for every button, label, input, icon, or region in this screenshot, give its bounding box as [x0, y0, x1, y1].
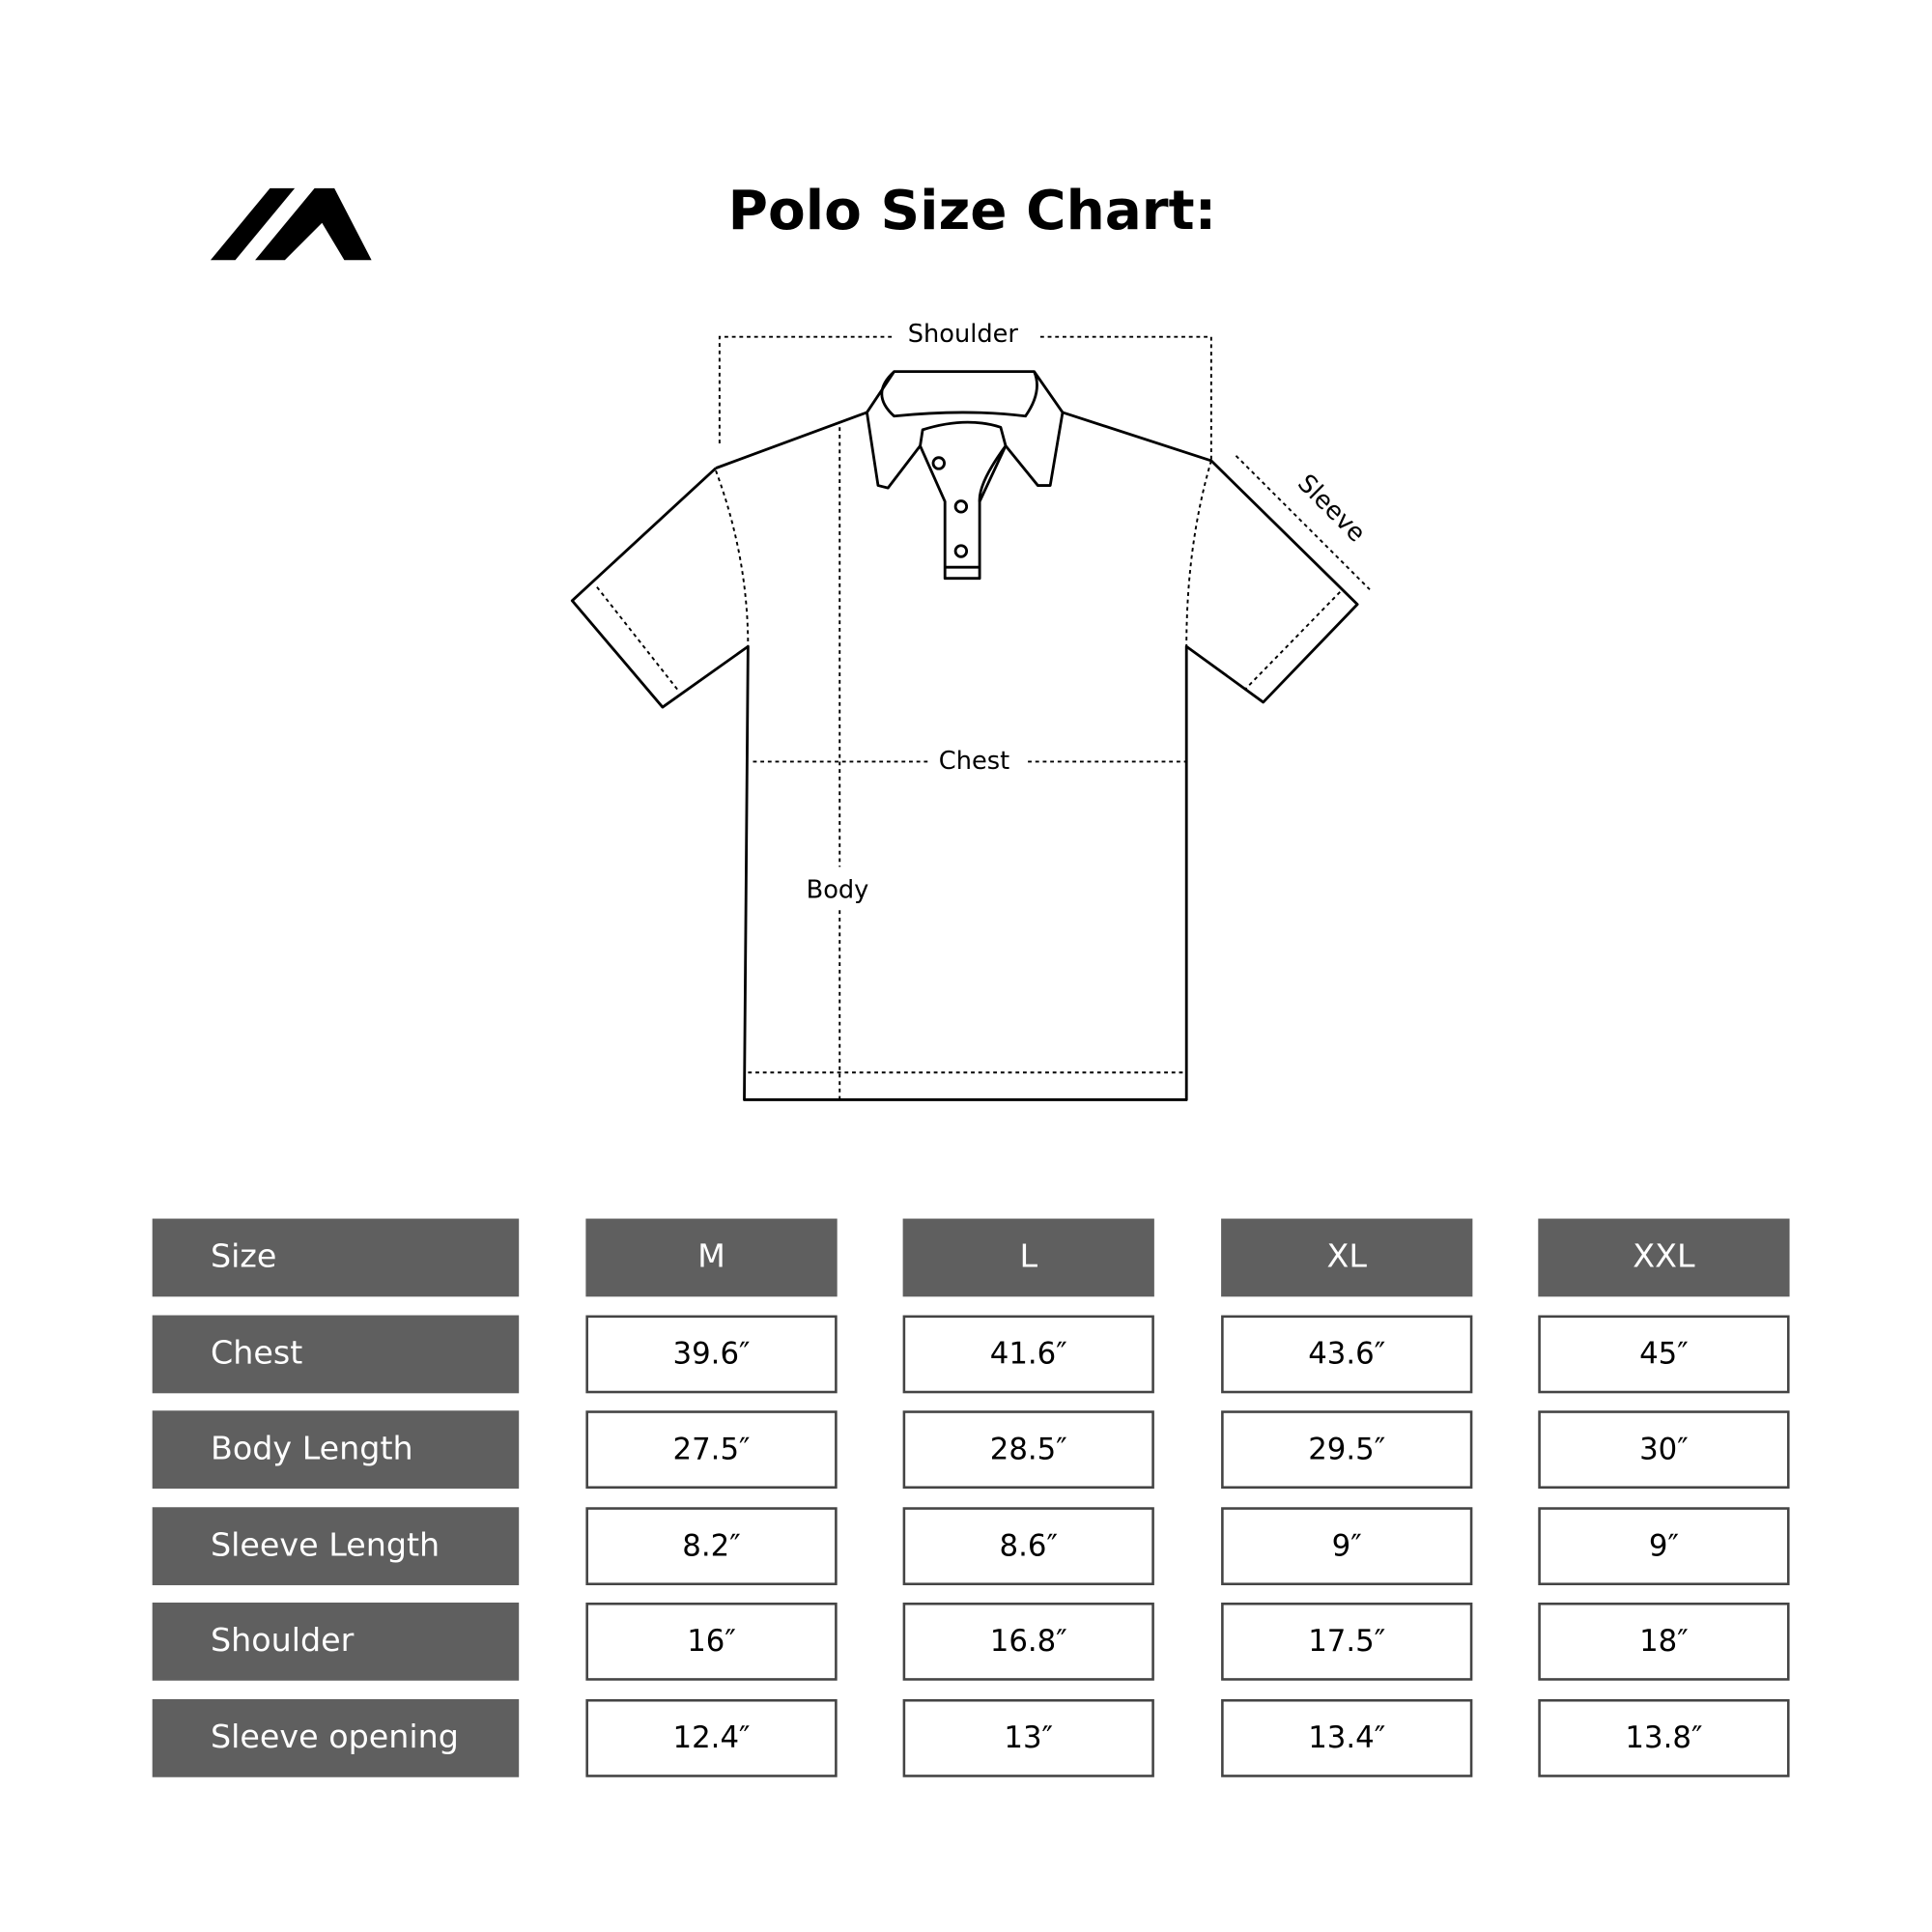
measurement-row-label: Sleeve opening: [152, 1698, 520, 1777]
measurement-cell: 8.2″: [585, 1507, 838, 1586]
measurement-row-label: Sleeve Length: [152, 1507, 520, 1586]
measurement-cell: 27.5″: [585, 1410, 838, 1490]
brand-logo-mountain-icon: [210, 187, 372, 261]
measurement-cell: 12.4″: [585, 1698, 838, 1777]
measurement-cell: 13.8″: [1538, 1698, 1790, 1777]
shoulder-label: Shoulder: [900, 318, 1026, 349]
measurement-cell: 41.6″: [902, 1315, 1154, 1394]
measurement-cell: 45″: [1538, 1315, 1790, 1394]
measurement-cell: 29.5″: [1221, 1410, 1473, 1490]
measurement-cell: 9″: [1538, 1507, 1790, 1586]
measurement-row-label: Body Length: [152, 1410, 520, 1490]
size-header: Size: [152, 1218, 520, 1297]
measurement-row-label: Chest: [152, 1315, 520, 1394]
measurement-cell: 8.6″: [902, 1507, 1154, 1586]
polo-shirt-diagram: [570, 335, 1371, 1101]
measurement-cell: 28.5″: [902, 1410, 1154, 1490]
measurement-cell: 17.5″: [1221, 1602, 1473, 1681]
page-title: Polo Size Chart:: [727, 179, 1217, 243]
measurement-cell: 9″: [1221, 1507, 1473, 1586]
size-column-header: XL: [1221, 1218, 1473, 1297]
size-column-header: L: [902, 1218, 1154, 1297]
body-label: Body: [798, 874, 877, 904]
measurement-cell: 16″: [585, 1602, 838, 1681]
chest-label: Chest: [931, 745, 1017, 776]
size-column-header: M: [585, 1218, 838, 1297]
size-column-header: XXL: [1538, 1218, 1790, 1297]
measurement-cell: 16.8″: [902, 1602, 1154, 1681]
measurement-cell: 13″: [902, 1698, 1154, 1777]
measurement-cell: 30″: [1538, 1410, 1790, 1490]
measurement-cell: 43.6″: [1221, 1315, 1473, 1394]
measurement-row-label: Shoulder: [152, 1602, 520, 1681]
measurement-cell: 18″: [1538, 1602, 1790, 1681]
measurement-cell: 13.4″: [1221, 1698, 1473, 1777]
measurement-cell: 39.6″: [585, 1315, 838, 1394]
